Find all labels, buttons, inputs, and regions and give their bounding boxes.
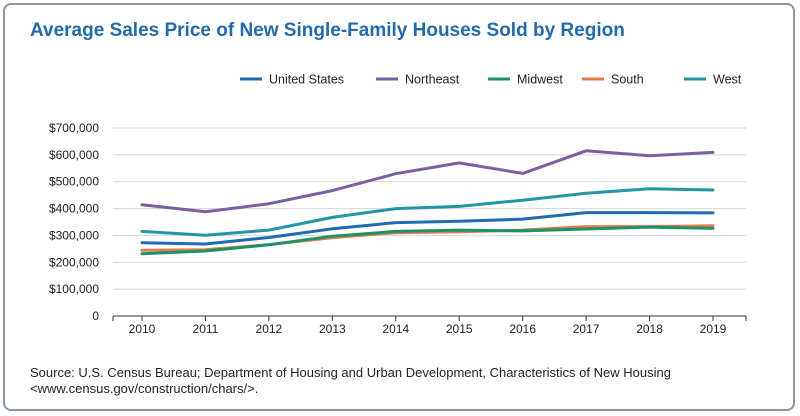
y-tick-label: 0 — [92, 309, 99, 323]
x-tick-label: 2016 — [509, 322, 536, 336]
legend-label: Midwest — [517, 73, 563, 87]
x-tick-label: 2018 — [636, 322, 663, 336]
source-note: Source: U.S. Census Bureau; Department o… — [30, 365, 671, 397]
x-tick-label: 2019 — [700, 322, 727, 336]
legend-label: United States — [269, 73, 344, 87]
y-tick-label: $400,000 — [49, 202, 99, 216]
y-tick-label: $700,000 — [49, 121, 99, 135]
legend-item-south: South — [582, 73, 644, 87]
legend-item-midwest: Midwest — [488, 73, 563, 87]
source-line-2: <www.census.gov/construction/chars/>. — [30, 381, 259, 396]
x-tick-label: 2015 — [446, 322, 473, 336]
legend-item-west: West — [684, 73, 742, 87]
series-line-northeast — [140, 149, 715, 214]
series-line-united-states — [140, 211, 715, 246]
source-line-1: Source: U.S. Census Bureau; Department o… — [30, 365, 671, 380]
legend-item-united-states: United States — [240, 73, 344, 87]
x-tick-label: 2010 — [129, 322, 156, 336]
series-line-west — [140, 187, 715, 237]
chart-title: Average Sales Price of New Single-Family… — [30, 20, 625, 41]
y-tick-label: $200,000 — [49, 255, 99, 269]
legend-label: South — [611, 73, 644, 87]
y-tick-label: $600,000 — [49, 148, 99, 162]
x-tick-label: 2013 — [319, 322, 346, 336]
series-line-midwest — [140, 225, 715, 256]
x-tick-label: 2017 — [573, 322, 600, 336]
x-tick-label: 2011 — [193, 322, 219, 336]
chart-frame — [3, 3, 795, 411]
legend-label: Northeast — [405, 73, 460, 87]
legend-item-northeast: Northeast — [376, 73, 460, 87]
x-tick-label: 2012 — [256, 322, 283, 336]
x-tick-label: 2014 — [382, 322, 409, 336]
y-tick-label: $500,000 — [49, 175, 99, 189]
y-tick-label: $300,000 — [49, 228, 99, 242]
legend-label: West — [713, 73, 742, 87]
y-tick-label: $100,000 — [49, 282, 99, 296]
